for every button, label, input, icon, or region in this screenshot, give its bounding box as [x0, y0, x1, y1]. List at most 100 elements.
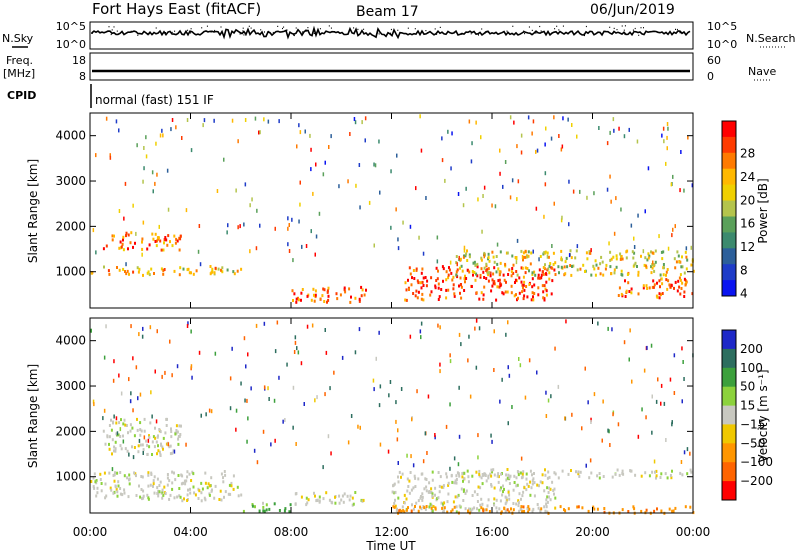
velocity-cell — [190, 366, 192, 371]
power-cell — [560, 265, 563, 269]
velocity-cell — [172, 449, 175, 453]
velocity-cell — [351, 503, 354, 507]
velocity-cell — [123, 491, 126, 495]
power-cell — [541, 270, 544, 274]
velocity-cell — [289, 503, 292, 507]
power-cell — [544, 287, 547, 291]
power-cell — [544, 250, 547, 254]
velocity-cell — [105, 324, 107, 329]
velocity-cell — [121, 493, 124, 497]
power-cell — [539, 255, 542, 258]
power-cell — [109, 153, 111, 158]
power-cell — [440, 288, 443, 291]
velocity-cell — [526, 482, 529, 486]
power-cell — [422, 284, 425, 287]
velocity-cell — [480, 497, 483, 501]
colorbar-segment — [722, 481, 736, 501]
power-cell — [615, 254, 618, 258]
velocity-cell — [506, 508, 509, 512]
velocity-cell — [618, 473, 621, 477]
velocity-cell — [548, 475, 551, 479]
power-cell — [397, 246, 400, 251]
power-cell — [546, 254, 549, 259]
power-cell — [471, 141, 473, 146]
velocity-cell — [585, 463, 587, 468]
power-cell — [199, 262, 202, 267]
nsearch-point — [643, 27, 644, 29]
power-cell — [448, 268, 451, 272]
colorbar-segment — [722, 168, 736, 186]
power-cell — [186, 118, 189, 122]
power-cell — [123, 216, 125, 221]
velocity-cell — [487, 498, 490, 502]
velocity-cell — [553, 471, 556, 475]
velocity-cell — [427, 394, 430, 399]
power-cell — [404, 281, 407, 285]
power-cell — [119, 240, 122, 244]
velocity-cell — [125, 424, 128, 427]
velocity-cell — [349, 494, 352, 498]
velocity-cell — [508, 476, 511, 480]
velocity-cell — [139, 495, 142, 499]
velocity-cell — [229, 492, 232, 496]
power-cell — [496, 242, 499, 247]
velocity-cell — [293, 350, 296, 354]
nsearch-point — [624, 33, 626, 35]
power-cell — [92, 228, 95, 233]
velocity-cell — [531, 509, 534, 513]
velocity-cell — [593, 392, 596, 397]
power-cell — [542, 266, 545, 269]
power-cell — [231, 118, 234, 123]
power-cell — [164, 236, 167, 239]
nsearch-point — [623, 29, 625, 31]
power-cell — [468, 253, 471, 257]
power-cell — [132, 203, 134, 208]
velocity-cell — [146, 453, 149, 456]
velocity-cell — [93, 486, 96, 490]
power-cell — [373, 243, 375, 248]
velocity-cell — [148, 435, 151, 439]
velocity-cell — [461, 475, 464, 479]
power-cell — [192, 272, 195, 276]
velocity-cell — [180, 424, 182, 428]
power-cell — [655, 294, 658, 298]
power-cell — [535, 149, 537, 154]
power-cell — [544, 263, 546, 267]
power-cell — [470, 285, 473, 288]
velocity-cell — [488, 510, 491, 513]
velocity-cell — [197, 497, 200, 500]
velocity-cell — [204, 498, 207, 502]
velocity-cell — [126, 449, 129, 453]
power-cell — [647, 252, 650, 256]
velocity-cell — [467, 480, 470, 484]
power-cell — [483, 285, 486, 289]
power-cell — [642, 249, 645, 254]
velocity-cell — [152, 479, 155, 483]
power-cell — [545, 272, 547, 276]
velocity-cell — [140, 429, 143, 433]
velocity-cell — [424, 507, 427, 511]
power-cell — [255, 246, 258, 251]
velocity-cell — [590, 420, 592, 424]
power-cell — [402, 220, 404, 225]
power-cell — [447, 129, 449, 134]
velocity-cell — [230, 484, 233, 488]
velocity-cell — [434, 433, 436, 437]
nsearch-point — [540, 30, 542, 32]
velocity-cell — [409, 334, 412, 339]
velocity-cell — [521, 510, 524, 514]
power-cell — [162, 133, 164, 138]
power-cell — [620, 273, 623, 276]
power-cell — [527, 115, 530, 120]
power-cell — [538, 268, 541, 272]
velocity-cell — [338, 501, 341, 505]
velocity-cell — [520, 505, 523, 509]
power-cell — [651, 266, 654, 270]
velocity-cell — [160, 443, 163, 447]
velocity-cell — [274, 438, 276, 443]
velocity-cell — [110, 488, 113, 492]
nsearch-point — [506, 30, 508, 32]
power-cell — [310, 229, 312, 234]
power-cell — [532, 298, 535, 302]
power-cell — [654, 260, 657, 264]
